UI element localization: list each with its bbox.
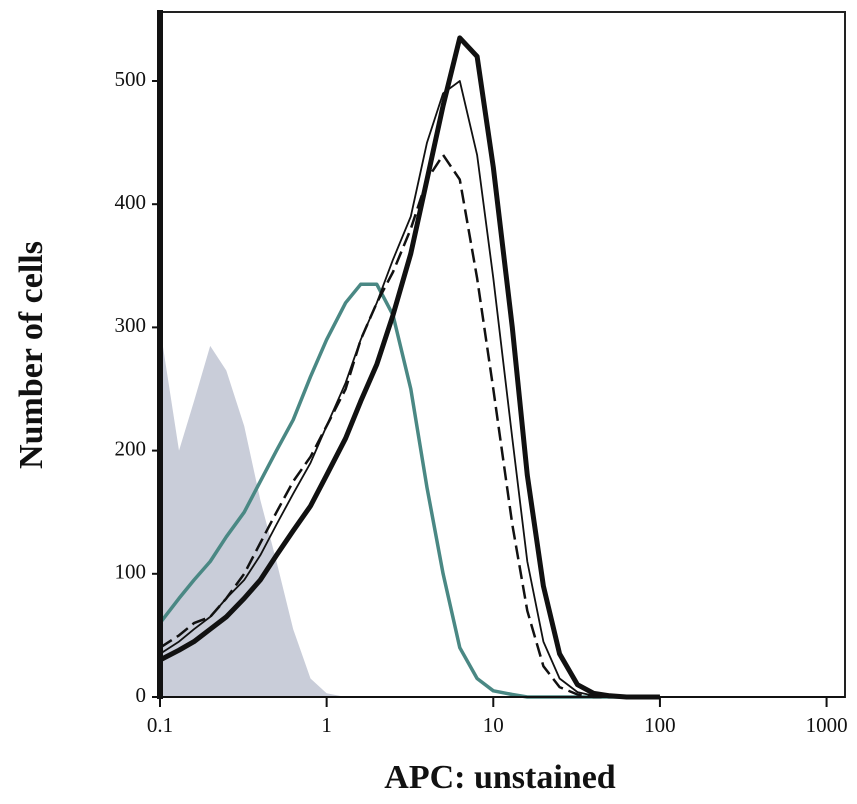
y-tick-label: 300 (115, 313, 147, 337)
line (158, 35, 660, 700)
y-tick-label: 500 (115, 67, 147, 91)
x-tick-label: 1000 (806, 713, 848, 737)
x-tick-label: 100 (644, 713, 676, 737)
x-tick-label: 10 (483, 713, 504, 737)
y-tick-label: 100 (115, 560, 147, 584)
y-tick-label: 400 (115, 190, 147, 214)
x-tick-label: 1 (321, 713, 332, 737)
y-tick-label: 0 (136, 683, 147, 707)
line (159, 80, 660, 698)
line (159, 153, 660, 699)
x-axis-title: APC: unstained (384, 759, 616, 796)
area (160, 327, 660, 697)
y-tick-label: 200 (115, 436, 147, 460)
x-tick-label: 0.1 (147, 713, 173, 737)
y-axis-title: Number of cells (13, 241, 50, 469)
